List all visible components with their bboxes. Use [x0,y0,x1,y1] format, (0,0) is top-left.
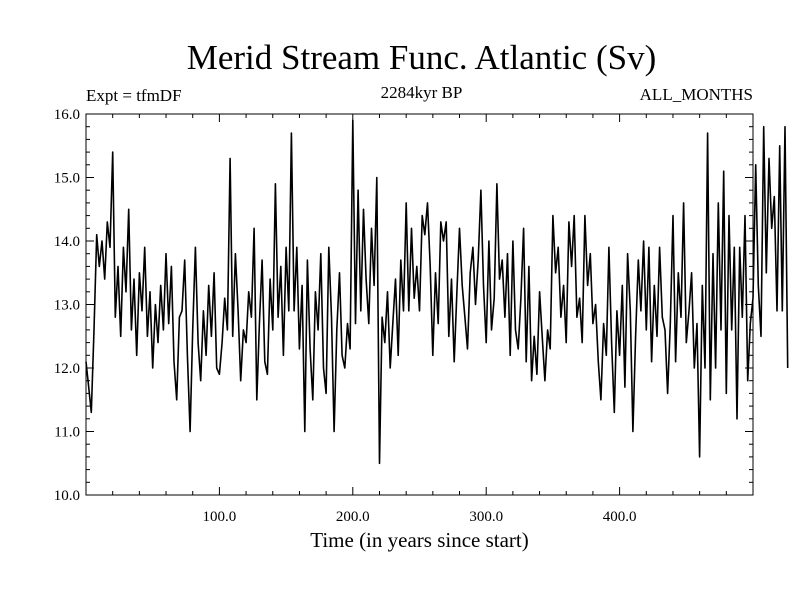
x-tick-label: 400.0 [603,509,637,525]
axis-ticks [86,113,753,496]
x-tick-label: 200.0 [336,509,370,525]
y-tick-label: 14.0 [54,234,80,250]
months-label: ALL_MONTHS [639,85,753,104]
chart-title: Merid Stream Func. Atlantic (Sv) [186,38,657,77]
tick-labels: 10.0 11.0 12.0 13.0 14.0 15.0 16.0 100.0 200.0 30… [54,107,637,525]
series-layer [85,119,789,465]
y-tick-label: 10.0 [54,488,80,504]
x-tick-label: 300.0 [469,509,503,525]
series-line [85,119,789,465]
y-tick-label: 16.0 [54,107,80,123]
experiment-label: Expt = tfmDF [86,86,182,105]
x-axis-label: Time (in years since start) [310,528,529,552]
y-tick-label: 13.0 [54,298,80,314]
y-tick-label: 15.0 [54,171,80,187]
y-tick-label: 11.0 [54,425,80,441]
y-tick-label: 12.0 [54,361,80,377]
time-period-label: 2284kyr BP [380,83,463,102]
x-tick-label: 100.0 [203,509,237,525]
